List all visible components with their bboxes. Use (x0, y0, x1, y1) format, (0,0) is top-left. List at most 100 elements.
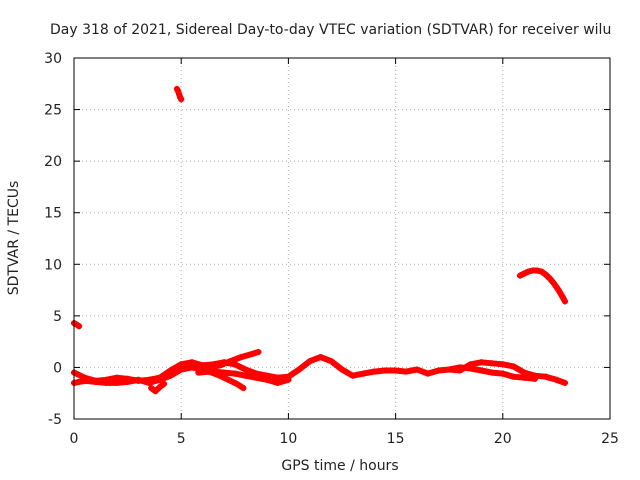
data-point (555, 287, 562, 294)
data-point (296, 366, 303, 373)
data-point (360, 370, 367, 377)
chart-title: Day 318 of 2021, Sidereal Day-to-day VTE… (50, 22, 611, 38)
data-point (510, 373, 517, 380)
data-point (446, 366, 453, 373)
data-point (124, 378, 131, 385)
data-point (216, 372, 223, 379)
y-tick-label: 10 (44, 257, 62, 273)
data-point (274, 379, 281, 386)
data-point (467, 365, 474, 372)
data-point (392, 367, 399, 374)
y-tick-label: -5 (48, 412, 62, 428)
data-point (242, 366, 249, 373)
data-point (253, 374, 260, 381)
data-point (285, 376, 292, 383)
series-track-i (517, 267, 568, 305)
data-point (489, 369, 496, 376)
data-point (178, 361, 185, 368)
x-axis-label: GPS time / hours (281, 458, 398, 474)
data-point (188, 364, 195, 371)
data-point (195, 369, 202, 376)
data-point (478, 367, 485, 374)
data-point (178, 366, 185, 373)
x-tick-label: 20 (494, 431, 512, 447)
data-point (227, 358, 234, 365)
data-point (148, 385, 155, 392)
data-point (553, 376, 560, 383)
data-point (510, 363, 517, 370)
x-tick-label: 10 (279, 431, 297, 447)
data-point (551, 280, 558, 287)
data-point (206, 364, 213, 371)
data-point (113, 379, 120, 386)
y-tick-label: 20 (44, 154, 62, 170)
data-point (92, 378, 99, 385)
data-point (542, 271, 549, 278)
data-point (456, 364, 463, 371)
data-point (255, 348, 262, 355)
data-point (274, 374, 281, 381)
x-tick-label: 15 (387, 431, 405, 447)
data-point (156, 384, 163, 391)
data-point (525, 268, 532, 275)
y-axis-label: SDTVAR / TECUs (6, 181, 22, 296)
grid (74, 58, 610, 419)
data-point (546, 275, 553, 282)
data-point (225, 376, 232, 383)
data-point (403, 368, 410, 375)
data-point (414, 366, 421, 373)
x-tick-label: 25 (601, 431, 619, 447)
data-point (113, 374, 120, 381)
data-point (531, 375, 538, 382)
data-point (516, 272, 523, 279)
data-point (499, 370, 506, 377)
data-point (174, 88, 181, 95)
tick-labels: 0 5 10 15 20 25 -5 0 5 10 15 20 25 30 (44, 51, 619, 447)
data-point (263, 376, 270, 383)
data-point (561, 379, 568, 386)
data-point (233, 380, 240, 387)
data-point (242, 372, 249, 379)
data-point (135, 376, 142, 383)
x-tick-label: 0 (70, 431, 79, 447)
data-point (349, 372, 356, 379)
data-point (534, 267, 541, 274)
data-point (521, 374, 528, 381)
data-points (71, 85, 568, 395)
data-point (317, 354, 324, 361)
data-point (178, 96, 185, 103)
data-point (561, 298, 568, 305)
data-point (499, 361, 506, 368)
data-point (371, 368, 378, 375)
data-point (161, 380, 168, 387)
data-point (538, 268, 545, 275)
data-point (81, 377, 88, 384)
data-point (152, 388, 159, 395)
data-point (559, 294, 566, 301)
y-tick-label: 25 (44, 103, 62, 119)
y-tick-label: 15 (44, 206, 62, 222)
data-point (339, 366, 345, 373)
data-point (231, 370, 238, 377)
x-tick-label: 5 (177, 431, 186, 447)
data-point (328, 358, 335, 365)
data-point (521, 270, 528, 277)
data-point (76, 323, 83, 330)
data-point (156, 376, 163, 383)
y-tick-label: 5 (53, 309, 62, 325)
data-point (521, 369, 528, 376)
data-point (424, 370, 431, 377)
data-point (146, 379, 153, 386)
data-point (489, 360, 496, 367)
data-point (381, 367, 388, 374)
data-point (176, 91, 183, 98)
data-point (542, 373, 549, 380)
data-point (167, 372, 174, 379)
data-point (238, 354, 245, 361)
data-point (248, 351, 255, 358)
data-point (435, 367, 442, 374)
data-point (306, 358, 313, 365)
y-tick-label: 0 (53, 360, 62, 376)
y-tick-label: 30 (44, 51, 62, 67)
